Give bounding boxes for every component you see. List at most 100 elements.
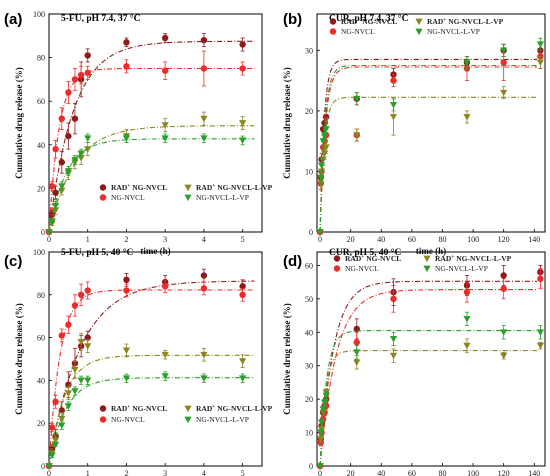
data-point <box>353 95 361 103</box>
legend-label: NG-NVCL-L-VP <box>427 27 480 36</box>
data-point <box>321 399 329 407</box>
legend-marker <box>99 194 107 201</box>
legend-item-rad: RAD+ NG-NVCL <box>99 404 167 413</box>
x-tick-label: 0 <box>318 235 322 244</box>
legend-item-radl: RAD+ NG-NVCL-L-VP <box>415 17 504 26</box>
data-point <box>536 329 545 336</box>
data-point <box>500 47 508 54</box>
panel-label: (a) <box>4 11 22 28</box>
plot-frame <box>316 251 546 467</box>
y-axis-label: Cumulative drug release (%) <box>14 67 24 179</box>
data-point <box>390 77 397 84</box>
data-point <box>317 436 325 443</box>
data-point <box>389 352 398 360</box>
y-tick-label: 40 <box>37 141 45 150</box>
data-point <box>58 115 65 122</box>
legend-item-radl: RAD+ NG-NVCL-L-VP <box>184 183 273 192</box>
y-tick-label: 10 <box>305 429 313 438</box>
fit-curve <box>319 58 538 233</box>
data-point <box>322 392 330 400</box>
data-point <box>319 406 327 413</box>
data-point <box>65 381 72 388</box>
legend-marker <box>184 416 192 424</box>
series-ngl <box>316 311 545 470</box>
data-point <box>77 150 85 158</box>
data-point <box>52 145 59 153</box>
data-point <box>71 302 79 309</box>
y-tick-label: 40 <box>305 328 313 337</box>
data-point <box>463 342 471 350</box>
data-point <box>322 126 330 133</box>
data-point <box>123 39 130 46</box>
data-point <box>200 36 208 44</box>
fit-curve <box>48 40 255 233</box>
legend-label: RAD+ NG-NVCL <box>111 183 167 192</box>
series-ngl <box>316 37 545 236</box>
data-point <box>239 41 246 48</box>
legend-marker <box>99 416 107 423</box>
y-tick-label: 100 <box>33 10 45 19</box>
series-ng <box>316 43 544 236</box>
data-point <box>51 441 60 449</box>
data-point <box>58 407 65 414</box>
panel-label: (d) <box>283 253 302 270</box>
y-tick-label: 60 <box>305 261 313 270</box>
data-point <box>64 390 72 397</box>
data-point <box>48 452 56 459</box>
x-tick-label: 1 <box>86 469 90 476</box>
fit-curve <box>48 280 255 467</box>
data-point <box>389 114 398 121</box>
y-tick-label: 30 <box>305 362 313 371</box>
data-point <box>58 416 66 423</box>
x-tick-label: 5 <box>241 235 245 244</box>
series-ngl <box>45 133 255 236</box>
x-tick-label: 4 <box>202 469 206 476</box>
data-point <box>161 135 169 142</box>
data-point <box>84 287 91 294</box>
series-rad <box>316 264 544 470</box>
legend-item-ngl: NG-NVCL-L-VP <box>184 415 249 424</box>
data-point <box>500 329 508 336</box>
legend-item-rad: RAD+ NG-NVCL <box>333 254 401 263</box>
series-rad <box>45 33 255 236</box>
legend-label: RAD+ NG-NVCL <box>111 404 167 413</box>
panel-c: 0 1 2 3 4 5 0 20 40 60 80 100 time (h) Cumulative dru… <box>4 247 273 476</box>
x-tick-label: 1 <box>86 235 90 244</box>
fit-curve <box>48 67 255 233</box>
data-point <box>161 34 169 42</box>
panel-b: 0 20 40 60 80 100 120 140 0 10 20 30 time (h) Cumulat… <box>282 11 546 256</box>
data-point <box>239 120 247 127</box>
data-point <box>84 377 92 384</box>
legend-label: RAD+ NG-NVCL <box>345 254 401 263</box>
data-point <box>317 429 325 437</box>
legend-label: RAD+ NG-NVCL-L-VP <box>196 404 273 413</box>
data-point <box>123 63 130 70</box>
data-point <box>239 291 246 298</box>
y-axis-label: Cumulative drug release (%) <box>282 303 292 415</box>
x-tick-label: 2 <box>124 235 128 244</box>
condition-label: 5-FU, pH 7.4, 37 °C <box>61 13 141 24</box>
data-point <box>389 336 398 343</box>
data-point <box>239 375 247 382</box>
data-point <box>48 424 56 431</box>
data-point <box>48 218 56 225</box>
x-tick-label: 0 <box>47 469 51 476</box>
x-tick-label: 60 <box>408 235 416 244</box>
legend-marker <box>333 265 341 272</box>
series-radl <box>316 55 545 236</box>
y-tick-label: 0 <box>309 228 313 237</box>
fit-curve <box>319 280 538 467</box>
data-point <box>52 189 59 196</box>
legend-item-ngl: NG-NVCL-L-VP <box>184 193 249 202</box>
legend-label: NG-NVCL-L-VP <box>435 264 488 273</box>
data-point <box>161 351 169 359</box>
data-point <box>48 183 56 190</box>
x-tick-label: 140 <box>528 235 540 244</box>
legend-label: NG-NVCL <box>341 27 375 36</box>
legend-item-ngl: NG-NVCL-L-VP <box>415 27 480 36</box>
plot-frame <box>48 13 263 233</box>
data-point <box>537 275 544 282</box>
data-point <box>463 59 471 67</box>
data-point <box>122 375 131 382</box>
